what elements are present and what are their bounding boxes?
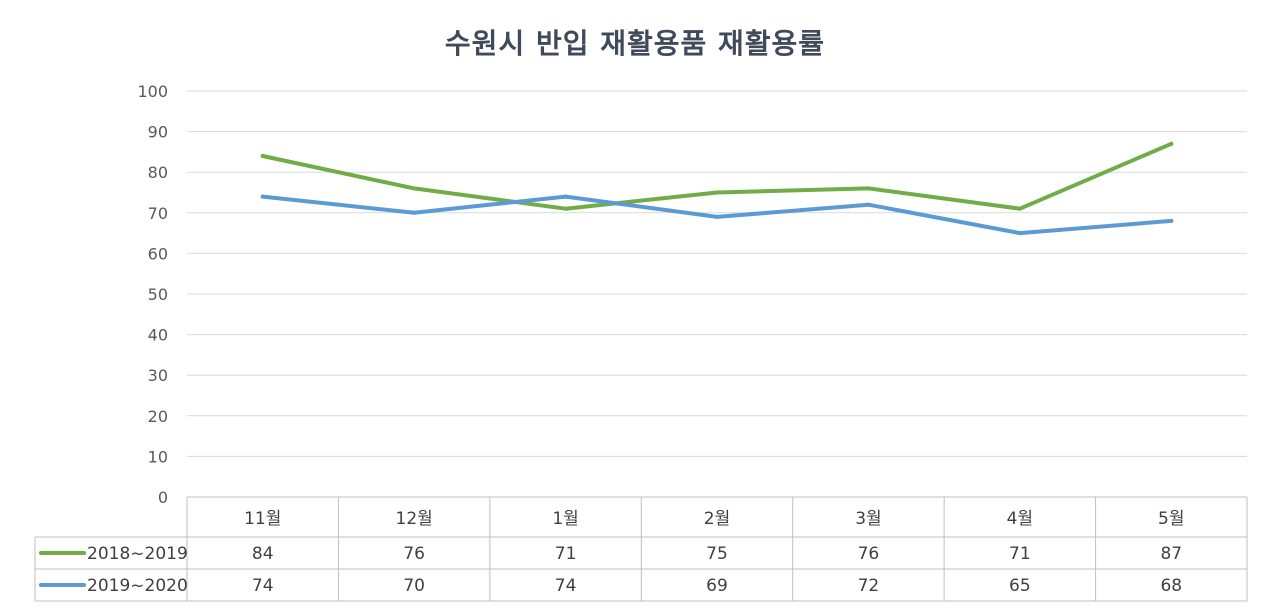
data-table-value: 74	[252, 576, 274, 596]
series-line	[260, 141, 1174, 211]
chart-title: 수원시 반입 재활용품 재활용률	[444, 27, 826, 60]
data-table-value: 71	[555, 544, 577, 564]
data-table-value: 87	[1160, 544, 1182, 564]
y-tick-label: 80	[148, 163, 168, 182]
data-point	[260, 194, 265, 199]
data-table-value: 84	[252, 544, 274, 564]
data-table-value: 69	[706, 576, 728, 596]
y-tick-label: 100	[137, 82, 168, 101]
data-point	[412, 186, 417, 191]
x-tick-label: 2월	[704, 509, 730, 529]
x-tick-label: 3월	[855, 509, 881, 529]
data-table-value: 65	[1009, 576, 1031, 596]
x-tick-label: 5월	[1158, 509, 1184, 529]
data-point	[1017, 231, 1022, 236]
x-tick-label: 4월	[1007, 509, 1033, 529]
data-point	[563, 206, 568, 211]
data-point	[1169, 218, 1174, 223]
data-point	[563, 194, 568, 199]
y-tick-label: 40	[148, 326, 168, 345]
data-point	[260, 153, 265, 158]
data-point	[1017, 206, 1022, 211]
data-table-value: 76	[858, 544, 880, 564]
data-table-value: 74	[555, 576, 577, 596]
y-tick-label: 0	[158, 488, 168, 507]
data-table-value: 71	[1009, 544, 1031, 564]
data-table-value: 72	[858, 576, 880, 596]
y-tick-label: 50	[148, 285, 168, 304]
y-tick-label: 30	[148, 366, 168, 385]
y-tick-label: 90	[148, 123, 168, 142]
x-tick-label: 11월	[244, 509, 281, 529]
data-table-value: 70	[403, 576, 425, 596]
data-point	[715, 190, 719, 195]
data-table-value: 68	[1160, 576, 1182, 596]
data-point	[866, 202, 871, 207]
x-tick-label: 1월	[552, 509, 578, 529]
data-point	[1169, 141, 1174, 146]
data-point	[866, 186, 871, 191]
y-tick-label: 20	[148, 407, 168, 426]
data-table-value: 76	[403, 544, 425, 564]
y-tick-label: 10	[148, 447, 168, 466]
x-tick-label: 12월	[396, 509, 433, 529]
y-tick-label: 60	[148, 244, 168, 263]
data-table-value: 75	[706, 544, 728, 564]
legend-label: 2018~2019	[87, 544, 188, 564]
y-tick-label: 70	[148, 204, 168, 223]
data-point	[715, 214, 719, 219]
legend-label: 2019~2020	[87, 576, 188, 596]
data-point	[412, 210, 417, 215]
